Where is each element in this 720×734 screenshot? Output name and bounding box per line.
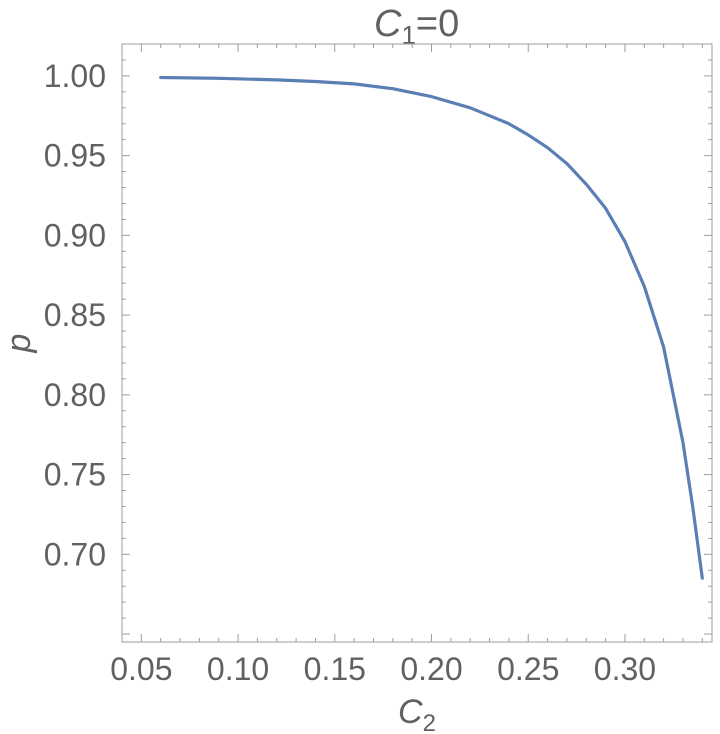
plot-frame xyxy=(121,43,713,643)
y-tick-label: 0.75 xyxy=(44,457,106,493)
x-axis-label: C2 xyxy=(398,693,436,734)
chart-title-text: C1=0 xyxy=(374,3,459,50)
y-tick-label: 0.95 xyxy=(44,138,106,174)
title-var: C xyxy=(374,3,402,45)
y-tick-label: 0.90 xyxy=(44,217,106,253)
y-axis-label: p xyxy=(0,334,38,354)
x-tick-label: 0.10 xyxy=(207,651,269,687)
y-tick-label: 1.00 xyxy=(44,58,106,94)
x-tick-label: 0.25 xyxy=(497,651,559,687)
x-tick-label: 0.20 xyxy=(400,651,462,687)
title-rest: =0 xyxy=(416,3,459,45)
x-tick-label: 0.05 xyxy=(110,651,172,687)
svg-text:C2: C2 xyxy=(398,693,436,734)
y-tick-label: 0.85 xyxy=(44,297,106,333)
x-tick-labels: 0.05 0.10 0.15 0.20 0.25 0.30 xyxy=(110,651,656,687)
y-tick-label: 0.70 xyxy=(44,536,106,572)
y-tick-label: 0.80 xyxy=(44,377,106,413)
title-subscript: 1 xyxy=(401,20,415,50)
axis-ticks xyxy=(121,43,712,642)
x-axis-label-var: C xyxy=(398,693,423,731)
series-line xyxy=(159,75,704,580)
x-axis-label-sub: 2 xyxy=(423,710,436,734)
y-tick-labels: 0.70 0.75 0.80 0.85 0.90 0.95 1.00 xyxy=(44,58,106,572)
chart-title: C1=0 xyxy=(374,3,459,50)
x-tick-label: 0.30 xyxy=(594,651,656,687)
x-tick-label: 0.15 xyxy=(304,651,366,687)
